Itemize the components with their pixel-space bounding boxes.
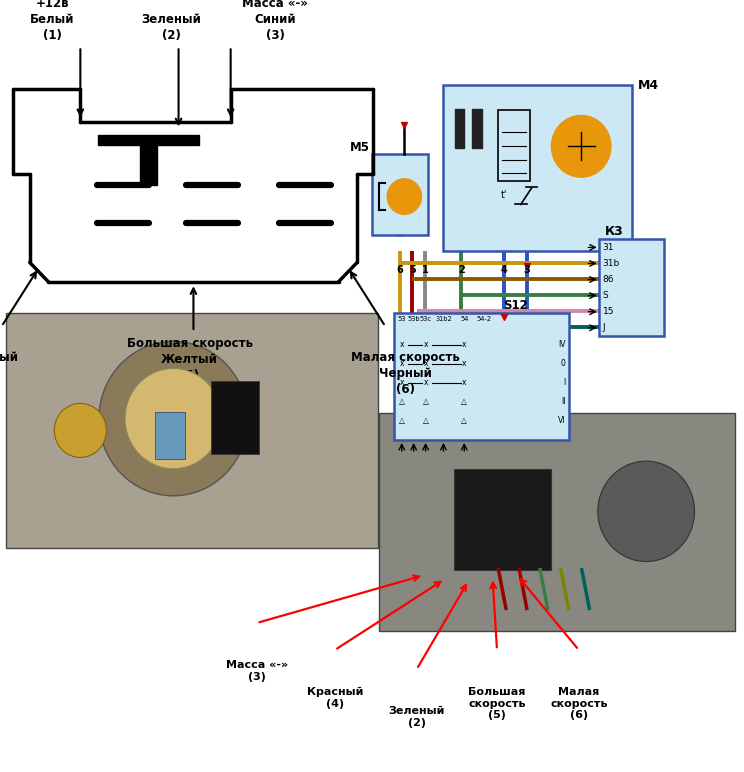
Text: x: x <box>400 378 404 388</box>
Text: Красный
(4): Красный (4) <box>0 351 19 381</box>
Circle shape <box>387 179 421 215</box>
Text: M4: M4 <box>638 79 659 92</box>
Text: Масса «-»
Синий
(3): Масса «-» Синий (3) <box>243 0 308 42</box>
Bar <box>379 413 735 631</box>
Bar <box>498 110 530 181</box>
Text: 2: 2 <box>458 265 465 275</box>
Text: +12в
Белый
(1): +12в Белый (1) <box>30 0 74 42</box>
Text: t': t' <box>501 190 507 200</box>
Text: x: x <box>462 340 466 349</box>
Text: 31: 31 <box>603 243 614 252</box>
Text: x: x <box>423 378 428 388</box>
Text: К3: К3 <box>605 225 623 239</box>
Text: J: J <box>603 323 606 332</box>
Text: Масса «-»
(3): Масса «-» (3) <box>225 660 288 682</box>
Text: Зеленый
(2): Зеленый (2) <box>141 13 201 42</box>
Text: 54: 54 <box>460 316 469 322</box>
Text: x: x <box>462 378 466 388</box>
Bar <box>599 239 664 336</box>
Text: △: △ <box>399 416 405 425</box>
Text: 4: 4 <box>501 265 508 275</box>
Text: S: S <box>603 291 609 300</box>
Bar <box>454 469 551 570</box>
Bar <box>472 110 482 148</box>
Text: I: I <box>563 378 565 388</box>
Circle shape <box>598 461 695 561</box>
Text: x: x <box>400 359 404 368</box>
Bar <box>394 313 569 440</box>
Bar <box>140 145 157 185</box>
Text: △: △ <box>461 416 467 425</box>
Bar <box>443 85 632 251</box>
Text: △: △ <box>461 398 467 406</box>
Circle shape <box>551 116 611 178</box>
Bar <box>98 134 199 145</box>
Text: S12: S12 <box>503 299 527 312</box>
Bar <box>211 381 259 454</box>
Circle shape <box>99 341 248 496</box>
Text: x: x <box>462 359 466 368</box>
Text: II: II <box>561 398 565 406</box>
Text: Малая
скорость
(6): Малая скорость (6) <box>550 687 608 720</box>
Bar <box>6 313 378 548</box>
Text: Большая скорость
Желтый
(5): Большая скорость Желтый (5) <box>126 337 253 382</box>
Text: 0: 0 <box>560 359 565 368</box>
Bar <box>372 154 428 235</box>
Text: 15: 15 <box>603 307 614 317</box>
Text: x: x <box>423 340 428 349</box>
Text: 86: 86 <box>603 275 614 284</box>
Text: 1: 1 <box>421 265 429 275</box>
Text: 6: 6 <box>396 265 403 275</box>
Text: Красный
(4): Красный (4) <box>307 687 363 709</box>
Text: 53c: 53c <box>420 316 432 322</box>
Text: △: △ <box>423 398 429 406</box>
Bar <box>155 412 185 459</box>
Text: VI: VI <box>558 416 565 425</box>
Circle shape <box>125 368 222 469</box>
Bar <box>455 110 464 148</box>
Text: 53b: 53b <box>408 316 420 322</box>
Text: △: △ <box>399 398 405 406</box>
Text: 3: 3 <box>523 265 530 275</box>
Text: 53: 53 <box>397 316 406 322</box>
Text: 31b: 31b <box>603 259 620 268</box>
Text: M5: M5 <box>350 141 370 154</box>
Text: x: x <box>423 359 428 368</box>
Text: 31b2: 31b2 <box>435 316 452 322</box>
Text: Зеленый
(2): Зеленый (2) <box>388 706 445 728</box>
Text: Малая скорость
Черный
(6): Малая скорость Черный (6) <box>351 351 460 396</box>
Text: x: x <box>400 340 404 349</box>
Circle shape <box>54 403 106 457</box>
Text: △: △ <box>423 416 429 425</box>
Text: 5: 5 <box>408 265 416 275</box>
Text: 54-2: 54-2 <box>476 316 491 322</box>
Text: IV: IV <box>558 340 565 349</box>
Text: Большая
скорость
(5): Большая скорость (5) <box>468 687 526 720</box>
